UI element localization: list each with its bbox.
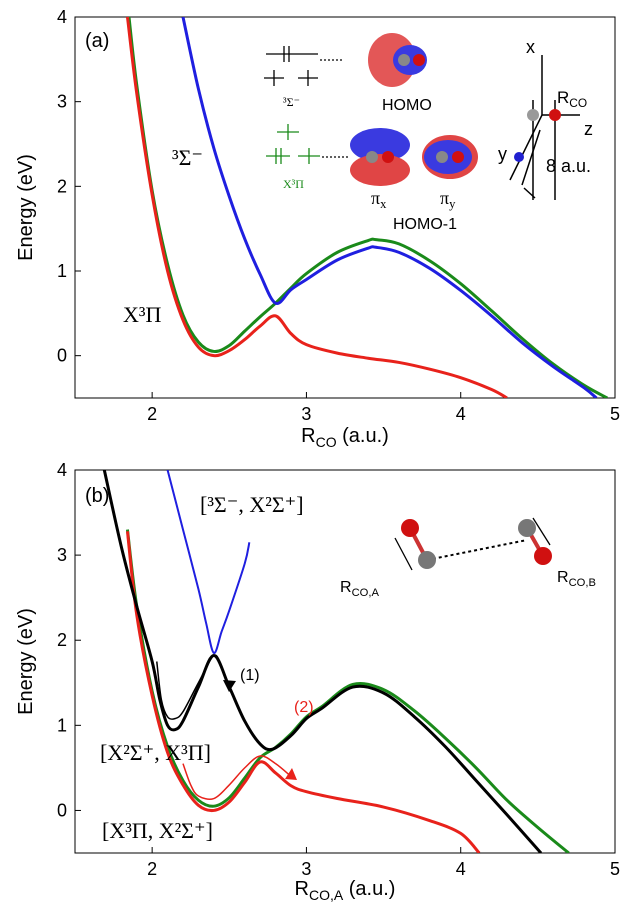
x-axis-label: RCO (a.u.) — [301, 425, 389, 450]
orbital-images — [350, 33, 478, 186]
x-tick-label: 2 — [147, 859, 157, 879]
annotation: y — [498, 144, 507, 164]
x-axis-label-part: CO — [316, 434, 337, 450]
plot-frame — [74, 16, 616, 399]
y-axis-label: Energy (eV) — [15, 154, 37, 261]
plot: 2 3 4 5 0 1 2 3 4 RCO (a.u.) Energy (eV) — [15, 7, 620, 450]
annotation: 8 a.u. — [546, 156, 591, 176]
y-tick-label: 3 — [57, 545, 67, 565]
annotation: [X³Π, X²Σ⁺] — [102, 818, 213, 843]
annotation: ³Σ⁻ — [283, 95, 300, 109]
y-tick-label: 0 — [57, 346, 67, 366]
molecule-pair — [394, 517, 552, 571]
annotation: ³Σ⁻ — [172, 145, 203, 170]
x-tick-label: 2 — [147, 404, 157, 424]
orbital-diagram — [264, 46, 348, 164]
y-tick-label: 1 — [57, 261, 67, 281]
line — [166, 470, 251, 654]
annotation: πy — [440, 188, 456, 211]
arrow-head — [285, 768, 297, 780]
annotation: πx — [371, 188, 387, 211]
line — [127, 17, 609, 398]
line — [102, 470, 543, 853]
x-axis-label-part: (a.u.) — [337, 425, 389, 447]
line — [156, 654, 230, 720]
plot-frame — [74, 469, 616, 854]
annotation: [X²Σ⁺, X³Π] — [100, 740, 211, 765]
annotation: (2) — [294, 699, 314, 716]
y-axis-label: Energy (eV) — [15, 608, 37, 715]
annotation: RCO — [557, 88, 587, 110]
line — [125, 531, 481, 853]
x-axis-label: RCO,A (a.u.) — [295, 878, 396, 903]
x-tick-label: 3 — [301, 859, 311, 879]
annotation: HOMO-1 — [393, 216, 457, 233]
arrow-head — [223, 680, 236, 692]
y-tick-label: 0 — [57, 800, 67, 820]
annotation: X³Π — [123, 302, 161, 327]
y-tick-label: 1 — [57, 715, 67, 735]
y-tick-label: 2 — [57, 630, 67, 650]
molecule-axes — [509, 55, 580, 200]
plot: 2 3 4 5 0 1 2 3 4 RCO,A (a.u.) Energy (eV) — [15, 460, 620, 903]
annotation: z — [584, 119, 593, 139]
x-tick-label: 5 — [610, 404, 620, 424]
x-axis-label-part: (a.u.) — [343, 878, 395, 900]
line — [181, 17, 598, 398]
line — [125, 17, 508, 398]
line — [182, 755, 292, 800]
x-axis-label-part: CO,A — [309, 887, 344, 903]
y-tick-label: 4 — [57, 460, 67, 480]
x-axis-label-part: R — [295, 878, 309, 900]
y-tick-label: 4 — [57, 7, 67, 27]
panel-label: (b) — [85, 485, 109, 507]
annotation: HOMO — [382, 97, 432, 114]
panel-label: (a) — [85, 30, 109, 52]
y-tick-label: 3 — [57, 92, 67, 112]
x-tick-label: 4 — [456, 859, 466, 879]
x-tick-label: 3 — [301, 404, 311, 424]
annotation: x — [526, 37, 535, 57]
y-tick-label: 2 — [57, 176, 67, 196]
x-tick-label: 5 — [610, 859, 620, 879]
annotation: RCO,B — [557, 569, 596, 589]
x-tick-label: 4 — [456, 404, 466, 424]
annotation: RCO,A — [340, 579, 379, 599]
x-axis-label-part: R — [301, 425, 315, 447]
annotation: X³Π — [283, 177, 304, 191]
annotation: (1) — [240, 667, 260, 684]
annotation: [³Σ⁻, X²Σ⁺] — [200, 492, 304, 517]
